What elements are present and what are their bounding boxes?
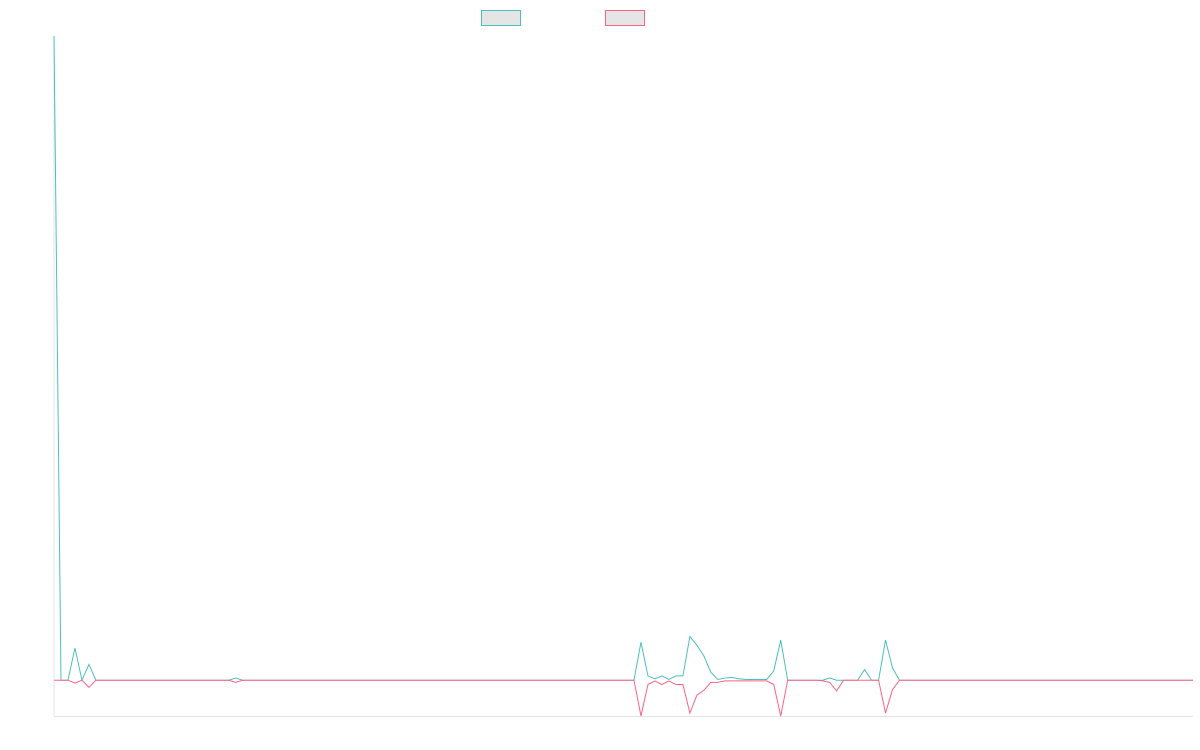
series-line	[54, 679, 1193, 717]
legend-swatch	[481, 10, 521, 26]
series-line	[53, 35, 1193, 682]
legend-swatch	[605, 10, 645, 26]
